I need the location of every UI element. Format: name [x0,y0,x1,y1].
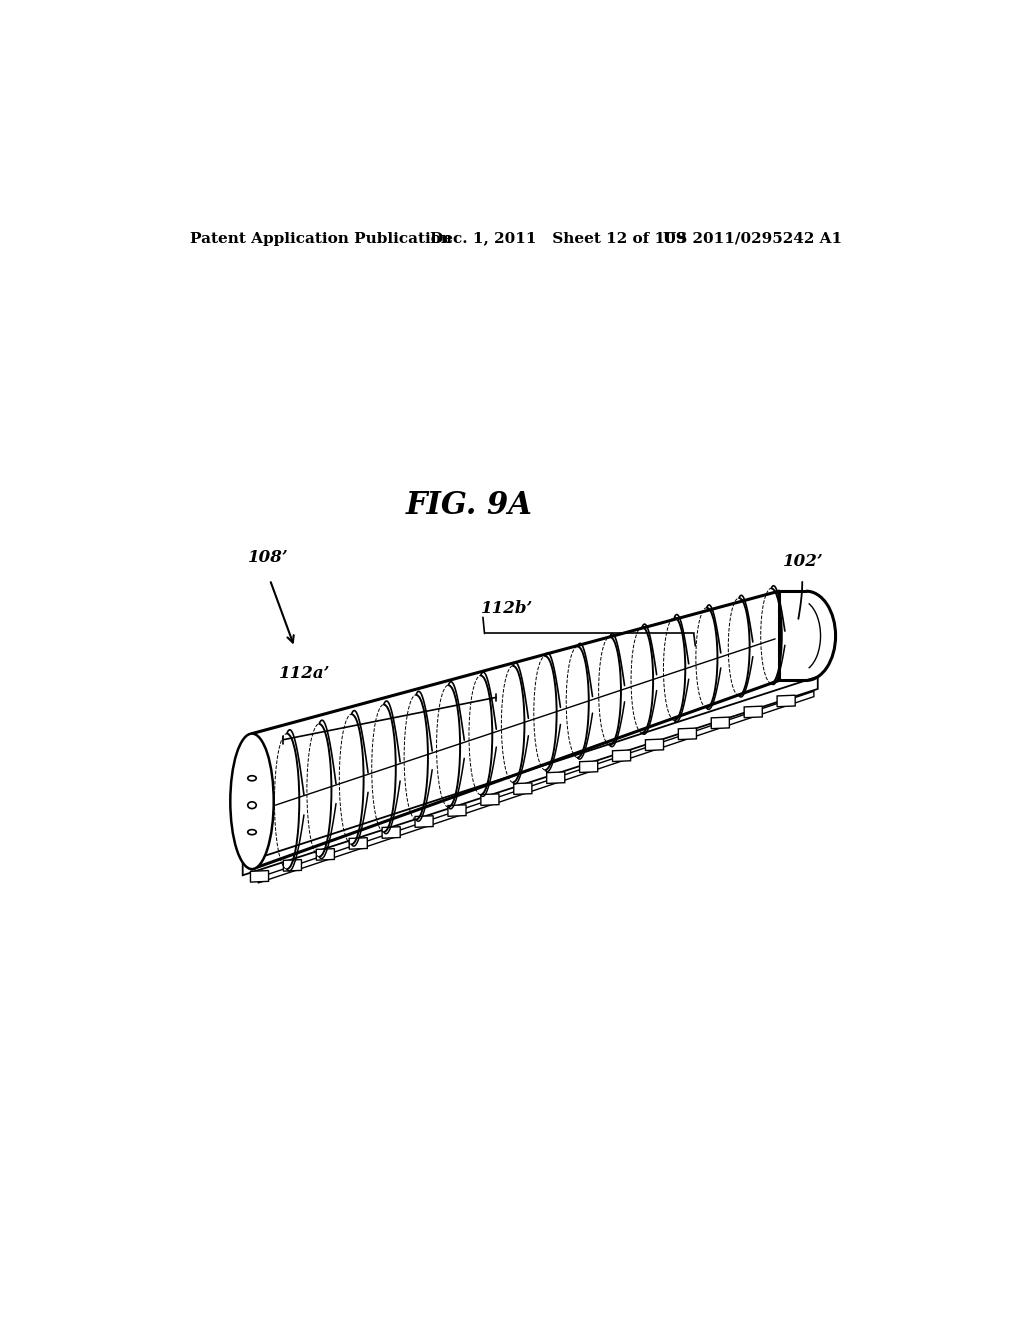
Polygon shape [251,871,268,882]
Polygon shape [382,826,400,838]
Polygon shape [349,838,368,849]
Text: Dec. 1, 2011   Sheet 12 of 109: Dec. 1, 2011 Sheet 12 of 109 [430,231,687,246]
Ellipse shape [248,829,256,834]
Ellipse shape [230,734,273,869]
Text: 112b’: 112b’ [480,599,532,616]
Polygon shape [678,729,696,739]
Text: 112a’: 112a’ [280,665,331,682]
Polygon shape [243,677,818,875]
Polygon shape [580,760,598,772]
Polygon shape [645,739,664,751]
Text: 102’: 102’ [783,553,823,570]
Polygon shape [612,750,631,762]
Text: US 2011/0295242 A1: US 2011/0295242 A1 [663,231,842,246]
Polygon shape [514,783,531,795]
Polygon shape [316,849,335,861]
Text: 108’: 108’ [248,549,289,566]
Ellipse shape [248,776,256,781]
Ellipse shape [248,801,256,809]
Polygon shape [777,696,796,706]
Polygon shape [447,805,466,816]
Polygon shape [481,793,499,805]
Text: FIG. 9A: FIG. 9A [406,490,532,520]
Polygon shape [284,859,301,871]
Polygon shape [744,706,762,718]
Polygon shape [415,816,433,828]
Polygon shape [547,772,565,784]
Text: Patent Application Publication: Patent Application Publication [190,231,452,246]
Polygon shape [258,692,814,883]
Polygon shape [712,717,729,729]
